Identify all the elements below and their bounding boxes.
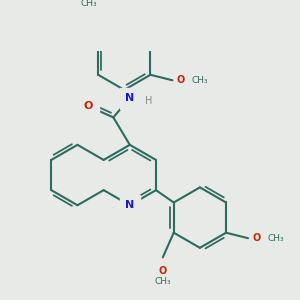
Text: O: O [252, 233, 260, 243]
Text: O: O [84, 101, 93, 111]
Text: H: H [145, 96, 153, 106]
Text: N: N [125, 200, 134, 210]
Text: CH₃: CH₃ [154, 277, 171, 286]
Text: CH₃: CH₃ [80, 0, 97, 8]
Text: O: O [159, 266, 167, 276]
Text: O: O [177, 75, 185, 85]
Text: CH₃: CH₃ [267, 234, 284, 243]
Text: CH₃: CH₃ [192, 76, 208, 85]
Text: N: N [125, 93, 134, 103]
